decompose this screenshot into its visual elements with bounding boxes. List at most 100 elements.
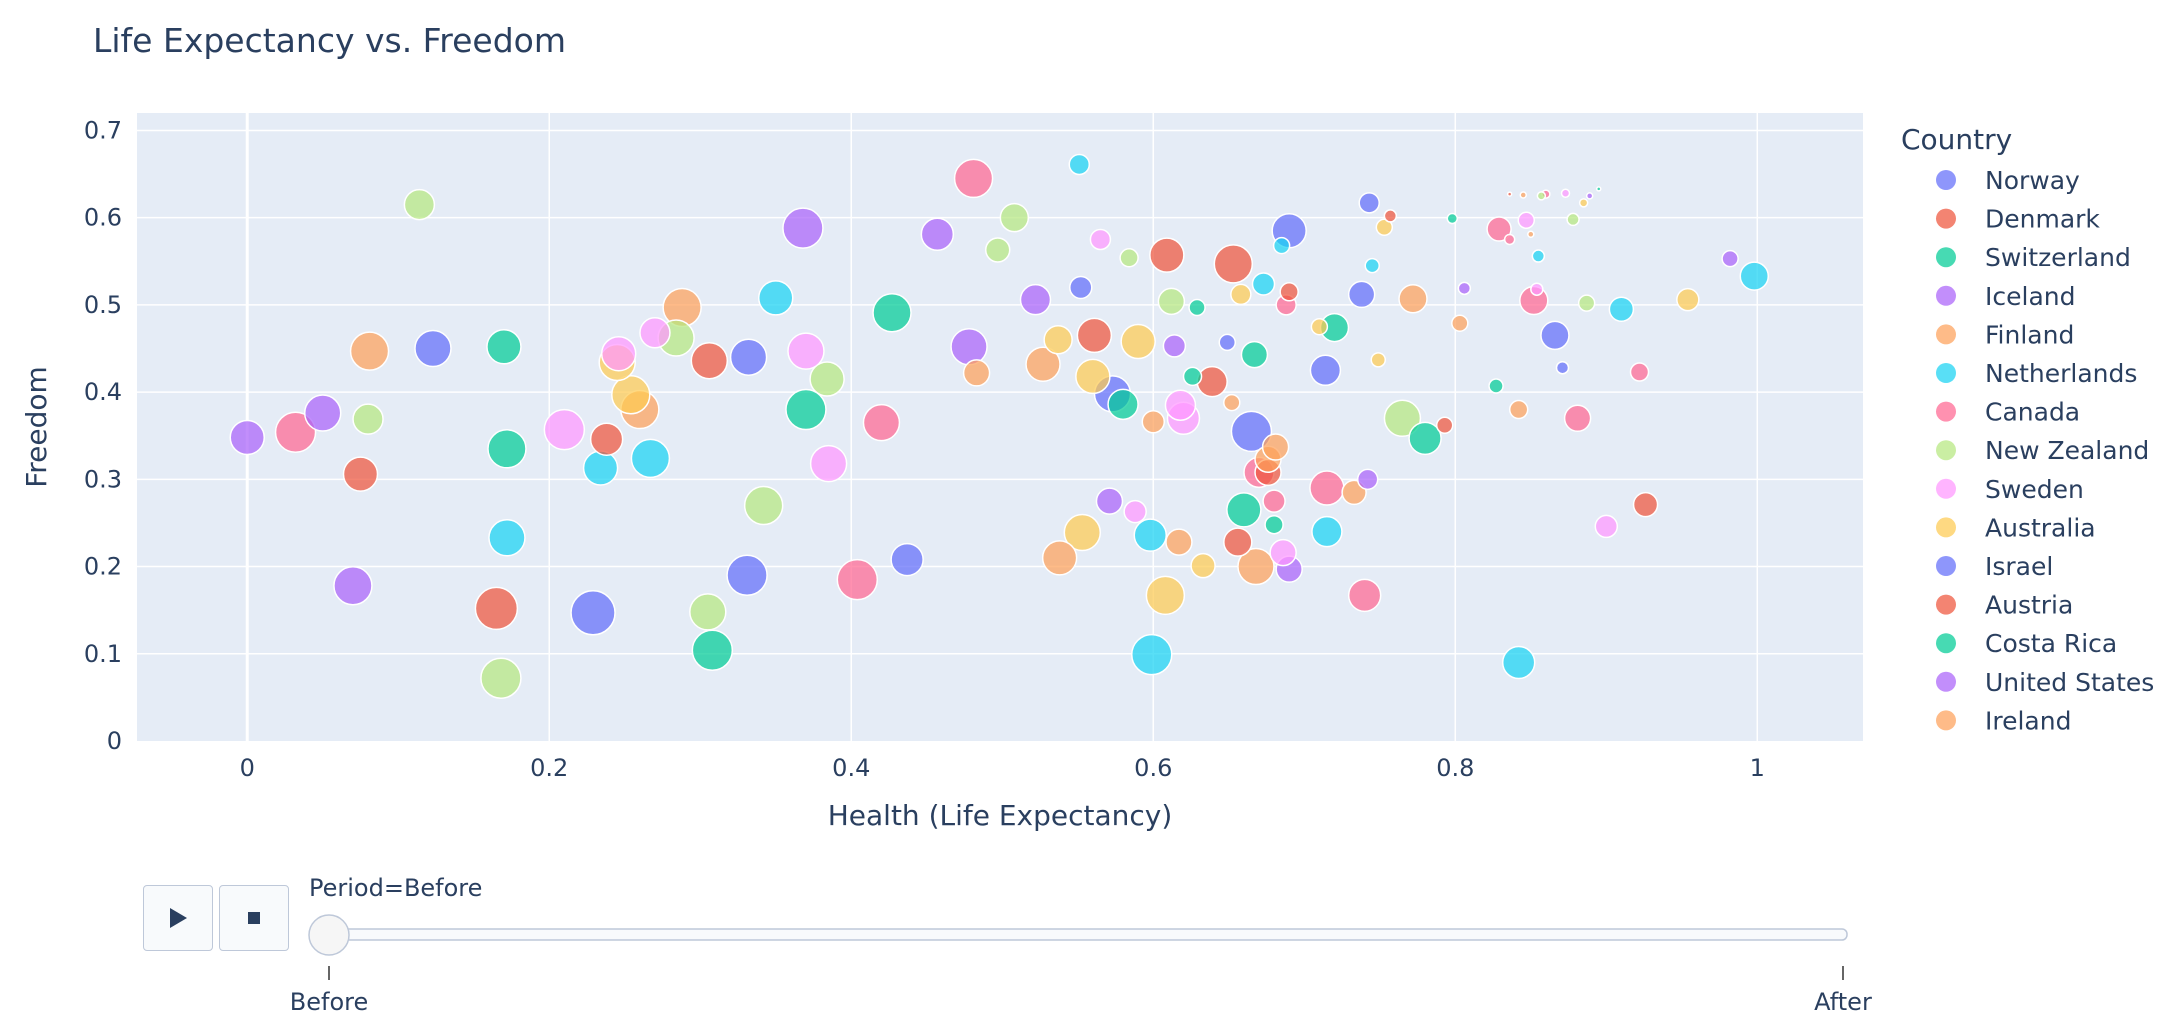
legend-label: Austria: [1985, 591, 2073, 620]
bubble: [920, 217, 955, 251]
bubble: [1486, 216, 1512, 242]
legend-item[interactable]: Iceland: [1936, 282, 2075, 311]
bubble: [582, 450, 619, 486]
bubble: [1370, 352, 1387, 368]
legend-label: Sweden: [1985, 475, 2084, 504]
bubble: [1230, 410, 1273, 453]
legend-item[interactable]: Austria: [1936, 591, 2073, 620]
bubble: [488, 519, 526, 557]
legend-label: Costa Rica: [1985, 629, 2117, 658]
bubble: [1251, 272, 1276, 296]
bubble: [1536, 191, 1547, 201]
bubble: [1141, 410, 1166, 434]
bubble: [1076, 317, 1113, 354]
legend-item[interactable]: Canada: [1936, 398, 2080, 427]
bubble: [1162, 334, 1187, 358]
legend-item[interactable]: Denmark: [1936, 205, 2100, 234]
y-tick-label: 0.2: [84, 553, 122, 581]
bubble: [999, 202, 1030, 233]
bubble: [639, 317, 671, 349]
y-tick-label: 0.7: [84, 116, 122, 144]
bubble: [743, 485, 784, 526]
bubble: [809, 444, 848, 483]
slider-rail[interactable]: [326, 928, 1848, 941]
legend-item[interactable]: Finland: [1936, 320, 2074, 349]
legend-marker: [1936, 594, 1956, 615]
legend-item[interactable]: Ireland: [1936, 706, 2071, 735]
bubble: [872, 292, 912, 333]
bubble: [1555, 360, 1570, 375]
legend-item[interactable]: Switzerland: [1936, 243, 2131, 272]
bubble: [1279, 282, 1299, 302]
bubble: [1375, 218, 1394, 237]
bubble: [1383, 209, 1398, 223]
bubble: [1218, 333, 1237, 352]
legend-marker: [1936, 170, 1956, 190]
bubble: [1347, 280, 1376, 309]
bubble: [1272, 236, 1291, 255]
legend-marker: [1936, 208, 1956, 229]
bubble: [1446, 212, 1459, 225]
bubble: [1157, 287, 1186, 316]
legend-item[interactable]: Australia: [1936, 513, 2096, 542]
play-button[interactable]: [143, 885, 213, 951]
bubble: [1531, 249, 1546, 263]
legend-title: Country: [1901, 123, 2012, 156]
legend-item[interactable]: Norway: [1936, 166, 2080, 195]
bubble: [589, 422, 624, 456]
bubble: [782, 207, 824, 249]
bubble: [890, 542, 924, 577]
legend-item[interactable]: Sweden: [1936, 475, 2084, 504]
bubble: [1164, 389, 1197, 421]
legend-item[interactable]: United States: [1936, 668, 2154, 697]
y-tick-label: 0: [107, 727, 122, 755]
bubble: [1560, 188, 1571, 198]
bubble: [1068, 153, 1091, 176]
bubble: [1739, 261, 1770, 291]
animation-slider[interactable]: Period=Before Before After: [290, 874, 1872, 1016]
bubble: [1025, 346, 1061, 382]
legend-marker: [1936, 285, 1956, 306]
bubble: [1488, 378, 1504, 394]
slider-step-before[interactable]: Before: [290, 988, 368, 1016]
bubble: [1089, 228, 1112, 251]
bubble: [1041, 540, 1078, 576]
slider-handle[interactable]: [308, 914, 350, 956]
y-tick-label: 0.1: [84, 640, 122, 668]
bubble: [1262, 489, 1286, 513]
legend-marker: [1936, 633, 1956, 654]
legend-label: Israel: [1985, 552, 2053, 581]
y-tick-label: 0.6: [84, 204, 122, 232]
bubble: [1131, 633, 1173, 676]
bubble: [1309, 470, 1345, 506]
stop-icon: [248, 912, 260, 924]
bubble: [1519, 191, 1527, 199]
bubble: [480, 657, 522, 699]
legend-item[interactable]: New Zealand: [1936, 436, 2149, 465]
stop-button[interactable]: [219, 885, 289, 951]
bubble: [600, 335, 637, 372]
y-tick-label: 0.3: [84, 465, 122, 493]
bubble: [1358, 192, 1380, 214]
legend-label: Finland: [1985, 320, 2074, 349]
legend-label: New Zealand: [1985, 436, 2149, 465]
bubble: [689, 593, 727, 631]
legend-item[interactable]: Israel: [1936, 552, 2053, 581]
bubble: [1196, 365, 1228, 398]
y-tick-labels: 0 0.1 0.2 0.3 0.4 0.5 0.6 0.7: [84, 116, 122, 755]
bubble: [1188, 298, 1206, 317]
bubble: [1310, 317, 1329, 336]
plot-area: [137, 113, 1863, 741]
legend-item[interactable]: Costa Rica: [1936, 629, 2117, 658]
bubble: [487, 429, 527, 469]
bubble: [787, 332, 825, 370]
legend: Country Norway Denmark Switzerland Iceland F…: [1901, 123, 2154, 735]
slider-step-after[interactable]: After: [1814, 988, 1872, 1016]
bubble: [1213, 244, 1254, 284]
bubble: [1264, 514, 1284, 535]
legend-item[interactable]: Netherlands: [1936, 359, 2137, 388]
bubble: [1508, 399, 1529, 420]
bubble: [1223, 527, 1253, 557]
legend-marker: [1936, 247, 1956, 268]
bubble: [1364, 257, 1380, 274]
